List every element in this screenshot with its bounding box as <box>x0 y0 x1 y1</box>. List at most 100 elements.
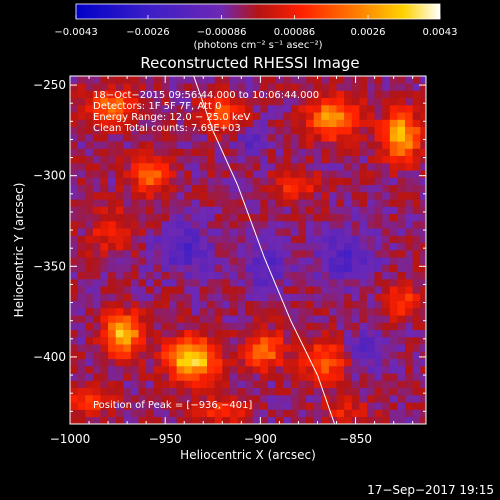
heatmap-cell <box>161 286 170 294</box>
heatmap-cell <box>138 409 147 418</box>
heatmap-cell <box>222 192 231 200</box>
heatmap-cell <box>77 344 86 352</box>
heatmap-cell <box>168 387 177 396</box>
heatmap-cell <box>313 126 322 135</box>
heatmap-cell <box>389 126 398 135</box>
heatmap-cell <box>153 358 162 367</box>
heatmap-cell <box>344 170 353 178</box>
heatmap-cell <box>184 402 193 410</box>
heatmap-cell <box>85 228 94 236</box>
heatmap-cell <box>328 76 337 84</box>
heatmap-cell <box>306 126 314 135</box>
heatmap-cell <box>214 148 223 157</box>
heatmap-cell <box>199 134 208 142</box>
heatmap-cell <box>123 250 132 258</box>
heatmap-cell <box>252 395 261 403</box>
plot-frame <box>69 75 427 425</box>
heatmap-cell <box>397 112 406 120</box>
heatmap-cell <box>366 358 375 367</box>
heatmap-cell <box>191 90 200 99</box>
heatmap-cell <box>184 192 193 200</box>
heatmap-cell <box>153 112 162 120</box>
heatmap-cell <box>351 373 360 381</box>
heatmap-cell <box>275 366 284 374</box>
heatmap-cell <box>138 358 147 367</box>
heatmap-cell <box>108 322 116 331</box>
heatmap-cell <box>283 155 292 164</box>
heatmap-cell <box>321 83 330 91</box>
heatmap-cell <box>229 199 238 207</box>
heatmap-cell <box>161 163 170 171</box>
heatmap-cell <box>389 250 398 258</box>
heatmap-cell <box>290 409 299 418</box>
heatmap-cell <box>313 163 322 171</box>
heatmap-cell <box>412 271 421 280</box>
heatmap-cell <box>382 416 391 424</box>
heatmap-cell <box>245 271 254 280</box>
heatmap-cell <box>405 286 413 294</box>
heatmap-cell <box>351 402 360 410</box>
heatmap-cell <box>176 315 185 323</box>
heatmap-cell <box>366 279 375 287</box>
heatmap-cell <box>115 126 124 135</box>
heatmap-cell <box>77 170 86 178</box>
heatmap-cell <box>359 344 368 352</box>
heatmap-cell <box>283 76 292 84</box>
heatmap-cell <box>199 155 208 164</box>
heatmap-cell <box>245 300 254 309</box>
heatmap-cell <box>336 300 345 309</box>
heatmap-cell <box>146 148 155 157</box>
heatmap-cell <box>146 105 155 113</box>
heatmap-cell <box>290 76 299 84</box>
heatmap-cell <box>389 409 398 418</box>
heatmap-cell <box>252 148 261 157</box>
heatmap-cell <box>153 155 162 164</box>
heatmap-cell <box>366 155 375 164</box>
heatmap-cell <box>298 213 307 222</box>
heatmap-cell <box>283 271 292 280</box>
heatmap-cell <box>321 213 330 222</box>
heatmap-cell <box>115 163 124 171</box>
heatmap-cell <box>336 315 345 323</box>
heatmap-cell <box>260 387 269 396</box>
heatmap-cell <box>123 134 132 142</box>
heatmap-cell <box>328 105 337 113</box>
heatmap-cell <box>191 242 200 251</box>
heatmap-cell <box>359 271 368 280</box>
heatmap-cell <box>283 358 292 367</box>
heatmap-cell <box>161 221 170 229</box>
heatmap-cell <box>123 105 132 113</box>
heatmap-cell <box>199 148 208 157</box>
heatmap-cell <box>290 126 299 135</box>
heatmap-cell <box>382 228 391 236</box>
heatmap-cell <box>420 264 426 273</box>
heatmap-cell <box>92 257 101 265</box>
heatmap-cell <box>389 242 398 251</box>
heatmap-cell <box>77 221 86 229</box>
heatmap-cell <box>70 380 78 389</box>
heatmap-cell <box>138 337 147 345</box>
heatmap-cell <box>313 380 322 389</box>
heatmap-cell <box>283 177 292 186</box>
heatmap-cell <box>191 199 200 207</box>
heatmap-cell <box>123 264 132 273</box>
heatmap-cell <box>138 163 147 171</box>
heatmap-cell <box>199 409 208 418</box>
heatmap-cell <box>283 395 292 403</box>
heatmap-cell <box>382 90 391 99</box>
heatmap-cell <box>77 315 86 323</box>
heatmap-cell <box>359 83 368 91</box>
heatmap-cell <box>92 380 101 389</box>
heatmap-cell <box>405 134 413 142</box>
heatmap-cell <box>336 184 345 193</box>
heatmap-cell <box>176 112 185 120</box>
heatmap-cell <box>366 97 375 106</box>
heatmap-cell <box>85 300 94 309</box>
heatmap-cell <box>146 155 155 164</box>
heatmap-cell <box>161 228 170 236</box>
heatmap-cell <box>366 366 375 374</box>
heatmap-cell <box>412 119 421 128</box>
heatmap-cell <box>70 315 78 323</box>
heatmap-cell <box>267 416 276 424</box>
heatmap-cell <box>184 199 193 207</box>
